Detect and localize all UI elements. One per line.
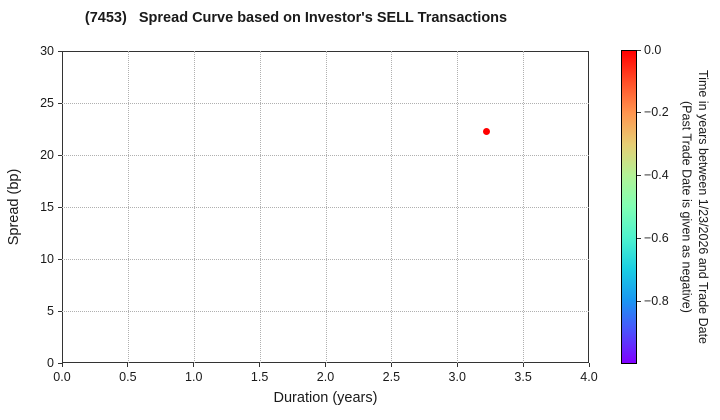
y-gridline [62,207,589,208]
y-tick-label: 5 [20,304,54,319]
x-tick-mark [325,363,326,367]
figure: (7453) Spread Curve based on Investor's … [0,0,720,420]
x-tick-label: 0.0 [46,370,78,385]
x-tick-mark [523,363,524,367]
colorbar-label: Time in years between 1/23/2026 and Trad… [678,50,711,364]
x-tick-label: 2.5 [375,370,407,385]
colorbar-tick-mark [637,50,641,51]
y-tick-mark [58,155,62,156]
colorbar-label-line1: Time in years between 1/23/2026 and Trad… [695,50,712,364]
x-tick-label: 1.5 [244,370,276,385]
y-tick-mark [58,311,62,312]
x-tick-label: 3.5 [507,370,539,385]
colorbar-tick-label: −0.2 [644,105,669,120]
x-tick-mark [193,363,194,367]
x-tick-label: 2.0 [310,370,342,385]
y-tick-label: 15 [20,200,54,215]
chart-title: (7453) Spread Curve based on Investor's … [60,10,532,26]
y-tick-label: 10 [20,252,54,267]
y-tick-mark [58,207,62,208]
x-tick-label: 3.0 [441,370,473,385]
x-tick-mark [391,363,392,367]
colorbar-tick-mark [637,301,641,302]
colorbar-tick-mark [637,175,641,176]
colorbar-tick-mark [637,238,641,239]
colorbar-tick-label: 0.0 [644,43,661,58]
y-tick-label: 30 [20,44,54,59]
colorbar-tick-mark [637,112,641,113]
x-tick-mark [127,363,128,367]
y-tick-mark [58,363,62,364]
x-tick-mark [62,363,63,367]
x-tick-mark [589,363,590,367]
y-tick-mark [58,103,62,104]
x-tick-label: 0.5 [112,370,144,385]
y-gridline [62,259,589,260]
y-gridline [62,103,589,104]
x-axis-label: Duration (years) [62,390,589,406]
y-gridline [62,155,589,156]
colorbar-label-line2: (Past Trade Date is given as negative) [678,50,695,364]
x-tick-label: 4.0 [573,370,605,385]
colorbar-tick-label: −0.6 [644,231,669,246]
colorbar-gradient [621,50,637,364]
colorbar-tick-label: −0.8 [644,294,669,309]
data-point [483,128,490,135]
x-tick-label: 1.0 [178,370,210,385]
y-gridline [62,311,589,312]
y-tick-label: 0 [20,356,54,371]
x-tick-mark [259,363,260,367]
x-tick-mark [457,363,458,367]
y-tick-label: 20 [20,148,54,163]
y-tick-mark [58,259,62,260]
y-tick-mark [58,51,62,52]
y-tick-label: 25 [20,96,54,111]
colorbar-tick-label: −0.4 [644,168,669,183]
